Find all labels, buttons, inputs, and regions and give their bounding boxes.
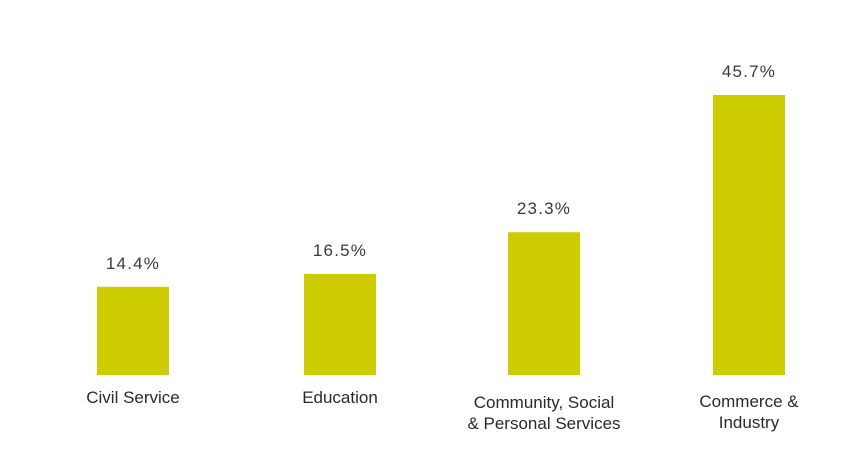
category-label-line: Community, Social xyxy=(474,393,614,412)
bar-2 xyxy=(304,273,376,375)
bars-group xyxy=(97,95,785,375)
bar-4 xyxy=(713,95,785,375)
category-label-2: Education xyxy=(302,388,378,407)
category-label-line: Education xyxy=(302,388,378,407)
category-label-line: Commerce & xyxy=(699,392,799,411)
category-labels-group: Civil Service Education Community, Social &… xyxy=(86,388,799,433)
value-label-1: 14.4% xyxy=(106,254,160,273)
category-label-4: Commerce & Industry xyxy=(699,392,799,432)
category-label-line: & Personal Services xyxy=(467,414,620,433)
value-label-4: 45.7% xyxy=(722,62,776,81)
value-label-2: 16.5% xyxy=(313,241,367,260)
category-label-line: Industry xyxy=(719,413,780,432)
value-labels-group: 14.4% 16.5% 23.3% 45.7% xyxy=(106,62,776,273)
value-label-3: 23.3% xyxy=(517,199,571,218)
category-label-line: Civil Service xyxy=(86,388,180,407)
category-label-1: Civil Service xyxy=(86,388,180,407)
category-label-3: Community, Social & Personal Services xyxy=(467,393,620,433)
bar-1 xyxy=(97,286,169,375)
bar-3 xyxy=(508,232,580,375)
